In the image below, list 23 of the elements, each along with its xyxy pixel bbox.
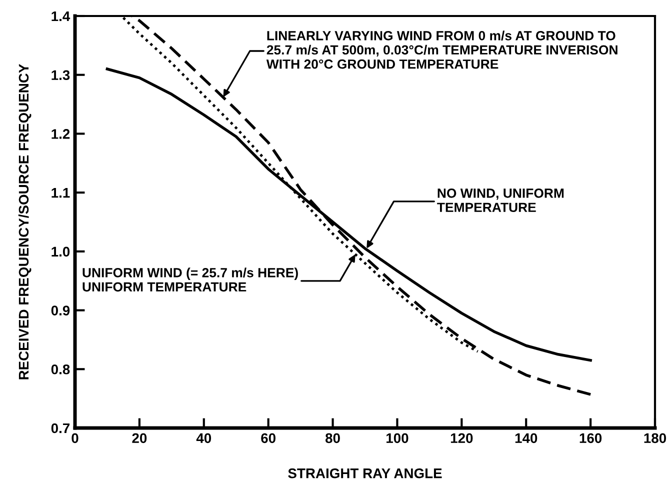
- x-tick-label: 160: [580, 433, 602, 444]
- y-tick-label: 1.2: [52, 129, 70, 139]
- x-tick-label: 60: [261, 433, 276, 444]
- annotation: NO WIND, UNIFORM TEMPERATURE: [437, 188, 564, 212]
- y-axis-title: RECEIVED FREQUENCY/SOURCE FREQUENCY: [18, 64, 32, 380]
- x-tick-label: 20: [132, 433, 147, 444]
- y-tick-label: 1.0: [52, 246, 70, 257]
- x-tick-label: 0: [72, 433, 78, 444]
- y-tick-label: 0.7: [51, 423, 70, 434]
- x-tick-label: 140: [515, 433, 538, 444]
- x-tick-label: 80: [325, 433, 340, 444]
- y-tick-label: 0.9: [51, 306, 70, 316]
- x-axis-title: STRAIGHT RAY ANGLE: [288, 468, 442, 478]
- y-tick-label: 0.8: [51, 364, 70, 374]
- x-tick-label: 120: [450, 433, 473, 444]
- x-tick-label: 40: [196, 433, 212, 444]
- x-tick-label: 180: [644, 433, 666, 444]
- annotation: UNIFORM WIND (= 25.7 m/s HERE) UNIFORM TEMPERATURE: [82, 268, 298, 292]
- y-tick-label: 1.4: [52, 11, 70, 22]
- annotation: LINEARLY VARYING WIND FROM 0 m/s AT GROUND TO 25.7 m/s AT 500m, 0.03°C/m TEMPERATURE INVERISON WITH 20°C GROUND TEMPERATURE: [266, 30, 618, 69]
- y-tick-label: 1.1: [52, 188, 70, 198]
- x-tick-label: 100: [386, 433, 408, 444]
- y-tick-label: 1.3: [52, 70, 70, 80]
